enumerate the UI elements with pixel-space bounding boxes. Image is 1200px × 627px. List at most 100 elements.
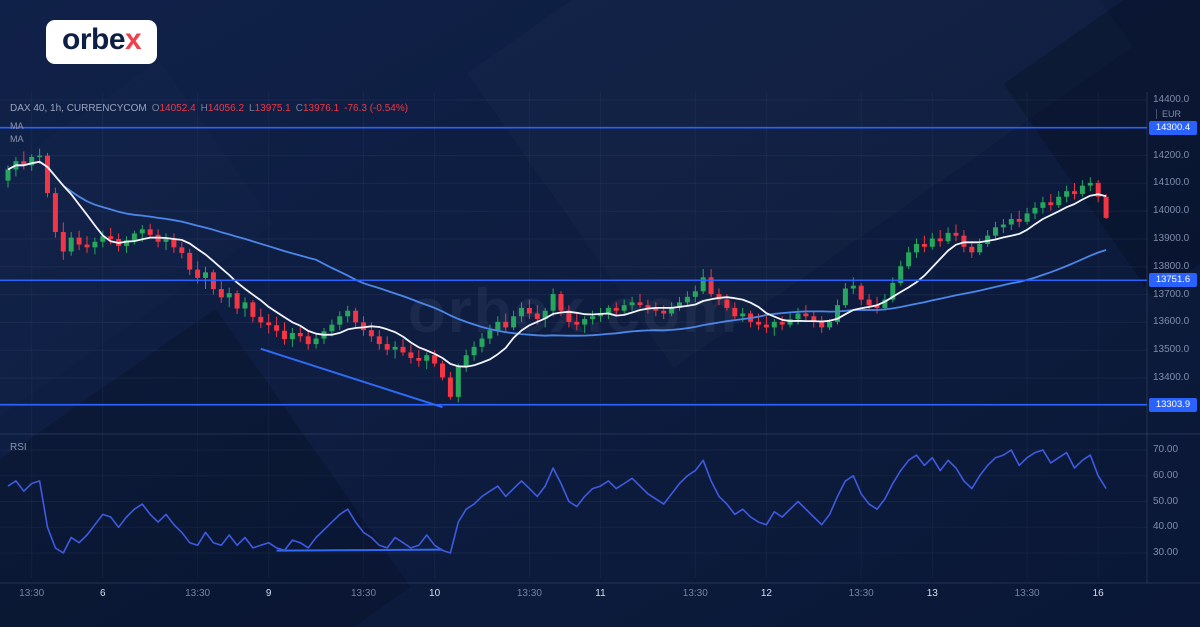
candle [463, 355, 469, 367]
candle [195, 269, 201, 278]
candle [416, 357, 422, 361]
candle [52, 193, 58, 233]
candle [1048, 202, 1054, 206]
candle [763, 324, 769, 328]
change-value: -76.3 (-0.54%) [344, 103, 409, 114]
low-label: L [249, 103, 255, 114]
candle [740, 313, 746, 317]
candle [305, 336, 311, 345]
rsi-tick-label: 40.00 [1153, 521, 1179, 533]
candle [108, 236, 114, 239]
candle [645, 305, 651, 308]
candle [329, 324, 335, 332]
candle [503, 321, 509, 328]
candle [84, 244, 90, 248]
price-tick-label: 13900.0 [1153, 233, 1190, 244]
close-label: C [295, 103, 303, 114]
candle [637, 302, 643, 306]
symbol-title[interactable]: DAX 40, 1h, CURRENCYCOM [10, 103, 147, 114]
candle [985, 235, 991, 245]
candle [297, 332, 303, 337]
close-value: 13976.1 [302, 103, 340, 114]
candle [45, 155, 50, 194]
candle [487, 330, 493, 339]
price-level-badge: 13303.9 [1149, 397, 1197, 412]
candle [147, 229, 153, 235]
time-tick-label: 13:30 [350, 588, 377, 599]
candle [842, 288, 848, 306]
candle [479, 338, 485, 347]
candle [242, 302, 248, 309]
candle [558, 294, 564, 311]
price-trendline[interactable] [260, 347, 443, 409]
candle [100, 236, 106, 242]
candle [819, 321, 825, 328]
candle [432, 355, 438, 364]
candle [408, 352, 414, 358]
candle [187, 252, 193, 270]
candle [661, 310, 667, 314]
candle [179, 247, 185, 253]
ma-blue-line [7, 160, 1107, 337]
rsi-tick-label: 70.00 [1153, 444, 1179, 455]
candle [835, 305, 840, 322]
candle [124, 240, 129, 246]
price-level-badge: 13751.6 [1149, 273, 1197, 288]
candle [68, 237, 74, 252]
currency-label: EUR [1156, 109, 1181, 119]
chart-legend: DAX 40, 1h, CURRENCYCOM O14052.4 H14056.2 L… [10, 103, 408, 114]
candlestick-series [5, 148, 1109, 403]
candle [1079, 185, 1085, 194]
rsi-indicator-label[interactable]: RSI [10, 442, 27, 453]
candle [977, 244, 983, 253]
candle [724, 299, 730, 308]
candle [345, 310, 351, 317]
price-tick-label: 13800.0 [1153, 260, 1190, 272]
candle [653, 307, 659, 311]
candle [1056, 196, 1062, 206]
candle [542, 310, 548, 320]
candle [226, 293, 232, 298]
price-tick-label: 14200.0 [1153, 149, 1190, 161]
ma-indicator-label-2[interactable]: MA [10, 134, 24, 144]
candle [850, 285, 856, 289]
candle [337, 316, 343, 325]
logo-accent-x: x [125, 23, 142, 56]
time-tick-label: 6 [100, 588, 106, 599]
rsi-trendline[interactable] [276, 548, 443, 552]
candle [890, 282, 896, 300]
candle [708, 277, 714, 295]
candle [440, 363, 445, 378]
candle [605, 307, 611, 314]
candle [756, 321, 761, 325]
ma-indicator-label-1[interactable]: MA [10, 121, 24, 131]
candle [827, 321, 833, 328]
candle [1087, 182, 1093, 186]
high-label: H [200, 103, 208, 114]
candle [1024, 213, 1030, 222]
candle [534, 313, 540, 320]
low-value: 13975.1 [254, 103, 291, 114]
candle [289, 332, 295, 340]
candle [392, 346, 398, 350]
rsi-tick-label: 60.00 [1153, 469, 1179, 481]
price-tick-label: 14100.0 [1153, 177, 1190, 189]
candle [598, 313, 603, 317]
candle [550, 294, 556, 311]
candle [60, 232, 66, 252]
candle [882, 299, 888, 308]
candle [669, 307, 675, 314]
candle [929, 238, 935, 247]
rsi-tick-label: 30.00 [1153, 547, 1179, 558]
candle [495, 321, 501, 331]
candle [566, 310, 572, 322]
candle [1032, 207, 1038, 214]
candle [866, 299, 872, 306]
candle [5, 169, 11, 181]
candle [993, 227, 998, 236]
candle [779, 321, 785, 325]
candle [716, 294, 722, 300]
